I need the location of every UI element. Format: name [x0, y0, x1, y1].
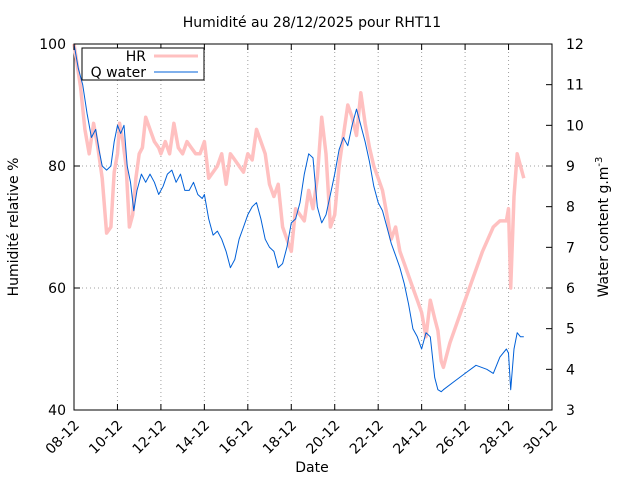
y-right-tick-label: 11 — [566, 78, 584, 94]
x-tick-label: 22-12 — [347, 418, 387, 458]
axis-ticks: 08-12 10-12 12-12 14-12 16-12 18-12 20-12 22-12… — [39, 37, 584, 458]
x-tick-label: 16-12 — [217, 418, 257, 458]
legend-label-hr: HR — [126, 49, 147, 65]
chart-title: Humidité au 28/12/2025 pour RHT11 — [183, 15, 441, 31]
series-line-q-water — [73, 43, 524, 393]
grid — [74, 44, 552, 410]
y-right-label-sup: -3 — [594, 157, 605, 167]
y-left-tick-label: 40 — [48, 403, 66, 419]
y-left-label: Humidité relative % — [6, 158, 22, 297]
x-tick-label: 18-12 — [260, 418, 300, 458]
x-tick-label: 20-12 — [303, 418, 343, 458]
y-right-tick-label: 6 — [566, 281, 575, 297]
y-right-tick-label: 5 — [566, 322, 575, 338]
y-right-tick-label: 3 — [566, 403, 575, 419]
y-right-label: Water content g.m-3 — [594, 157, 612, 298]
y-right-tick-label: 12 — [566, 37, 584, 53]
legend-box — [81, 47, 205, 81]
y-right-label-text: Water content g.m — [596, 167, 612, 298]
x-axis-label: Date — [295, 460, 328, 476]
x-tick-label: 12-12 — [130, 418, 170, 458]
series-line-hr — [72, 43, 526, 370]
series-layer — [72, 43, 526, 393]
legend: HR Q water — [81, 47, 205, 81]
x-tick-label: 30-12 — [521, 418, 561, 458]
y-right-tick-label: 10 — [566, 118, 584, 134]
x-tick-label: 14-12 — [173, 418, 213, 458]
x-tick-label: 26-12 — [434, 418, 474, 458]
x-tick-label: 24-12 — [390, 418, 430, 458]
legend-label-q-water: Q water — [91, 65, 147, 81]
y-right-tick-label: 7 — [566, 240, 575, 256]
y-left-tick-label: 60 — [48, 281, 66, 297]
plot-frame — [73, 43, 553, 411]
x-tick-label: 08-12 — [43, 418, 83, 458]
y-right-tick-label: 8 — [566, 200, 575, 216]
y-left-tick-label: 80 — [48, 159, 66, 175]
x-tick-label: 28-12 — [477, 418, 517, 458]
x-tick-label: 10-12 — [86, 418, 126, 458]
y-left-tick-label: 100 — [39, 37, 66, 53]
y-right-tick-label: 4 — [566, 362, 575, 378]
y-right-tick-label: 9 — [566, 159, 575, 175]
